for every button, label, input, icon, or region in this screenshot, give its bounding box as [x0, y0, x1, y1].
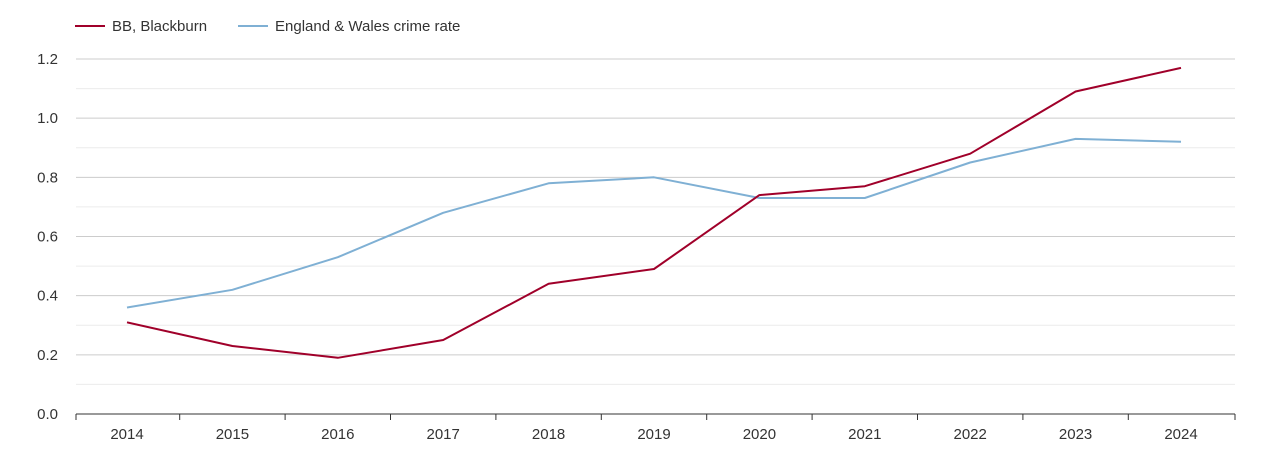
y-tick-label: 0.8	[37, 169, 58, 186]
y-tick-label: 0.6	[37, 229, 58, 246]
y-axis-ticks: 0.0 0.2 0.4 0.6 0.8 1.0 1.2	[37, 51, 58, 423]
y-tick-label: 1.2	[37, 51, 58, 68]
series-line-0	[126, 66, 1182, 359]
x-tick-label: 2016	[321, 426, 354, 443]
x-tick-label: 2020	[743, 426, 776, 443]
x-tick-label: 2019	[637, 426, 670, 443]
y-tick-label: 0.4	[37, 288, 58, 305]
y-tick-label: 1.0	[37, 110, 58, 127]
x-axis-ticks: 2014 2015 2016 2017 2018 2019 2020 2021 2022 2023…	[75, 414, 1236, 443]
legend-label: BB, Blackburn	[112, 18, 207, 35]
x-tick-label: 2014	[110, 426, 143, 443]
y-tick-label: 0.2	[37, 347, 58, 364]
x-tick-label: 2017	[427, 426, 460, 443]
series-line-1	[126, 137, 1182, 309]
grid-lines	[76, 58, 1235, 385]
x-tick-label: 2022	[954, 426, 987, 443]
legend: BB, Blackburn England & Wales crime rate	[75, 18, 460, 35]
x-tick-label: 2023	[1059, 426, 1092, 443]
x-tick-label: 2018	[532, 426, 565, 443]
y-tick-label: 0.0	[37, 406, 58, 423]
x-tick-label: 2021	[848, 426, 881, 443]
legend-label: England & Wales crime rate	[275, 18, 460, 35]
x-tick-label: 2024	[1164, 426, 1197, 443]
x-tick-label: 2015	[216, 426, 249, 443]
series-lines	[126, 66, 1182, 359]
